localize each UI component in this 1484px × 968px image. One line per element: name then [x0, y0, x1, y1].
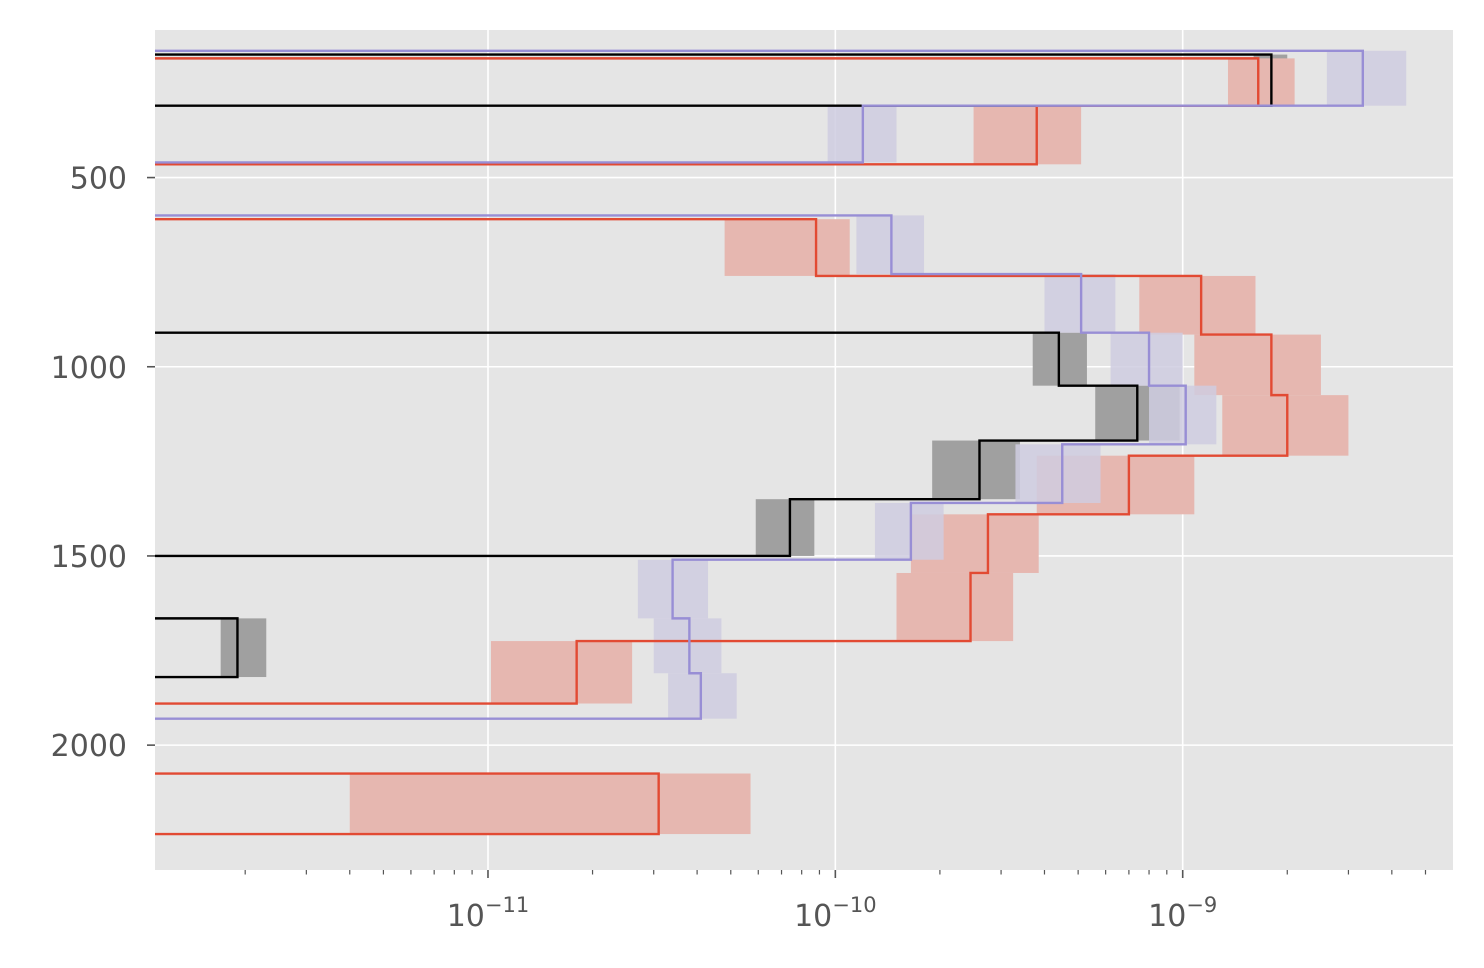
black-step-run-0: [155, 53, 1273, 107]
error-bands: [220, 50, 1407, 835]
red-band-0: [1227, 58, 1295, 106]
y-tick-label: 2000: [51, 729, 127, 764]
red-step-run-1: [155, 217, 1289, 705]
black-band-4: [755, 499, 815, 556]
red-step-run-2: [155, 772, 660, 836]
purple-band-10: [668, 673, 737, 719]
red-band-9: [490, 641, 633, 704]
axes: 10−11 10−10 10−9 500 1000 1500 2000: [51, 162, 1427, 934]
purple-band-0: [1326, 50, 1407, 106]
x-tick-label: 10−9: [1148, 893, 1217, 934]
red-band-2: [724, 219, 850, 276]
purple-band-9: [653, 618, 722, 674]
purple-step-run-0: [155, 49, 1365, 164]
black-band-5: [220, 618, 267, 678]
red-band-10: [349, 773, 751, 835]
y-tick-label: 1000: [51, 351, 127, 386]
purple-step-run-1: [155, 214, 1187, 720]
red-band-1: [973, 105, 1082, 165]
purple-band-5: [1149, 385, 1217, 445]
purple-band-6: [1015, 444, 1101, 503]
y-tick-label: 1500: [51, 540, 127, 575]
purple-band-4: [1110, 332, 1183, 386]
red-band-8: [896, 572, 1014, 642]
black-step-run-2: [155, 617, 239, 679]
red-band-4: [1194, 334, 1321, 396]
red-band-3: [1139, 275, 1256, 335]
black-step-run-1: [155, 331, 1139, 558]
x-tick-label: 10−11: [447, 893, 530, 934]
y-tick-label: 500: [70, 162, 127, 197]
black-band-3: [932, 440, 1020, 500]
purple-band-7: [874, 502, 944, 560]
step-lines: [155, 49, 1365, 836]
red-band-5: [1222, 395, 1349, 456]
x-tick-label: 10−10: [794, 893, 877, 934]
